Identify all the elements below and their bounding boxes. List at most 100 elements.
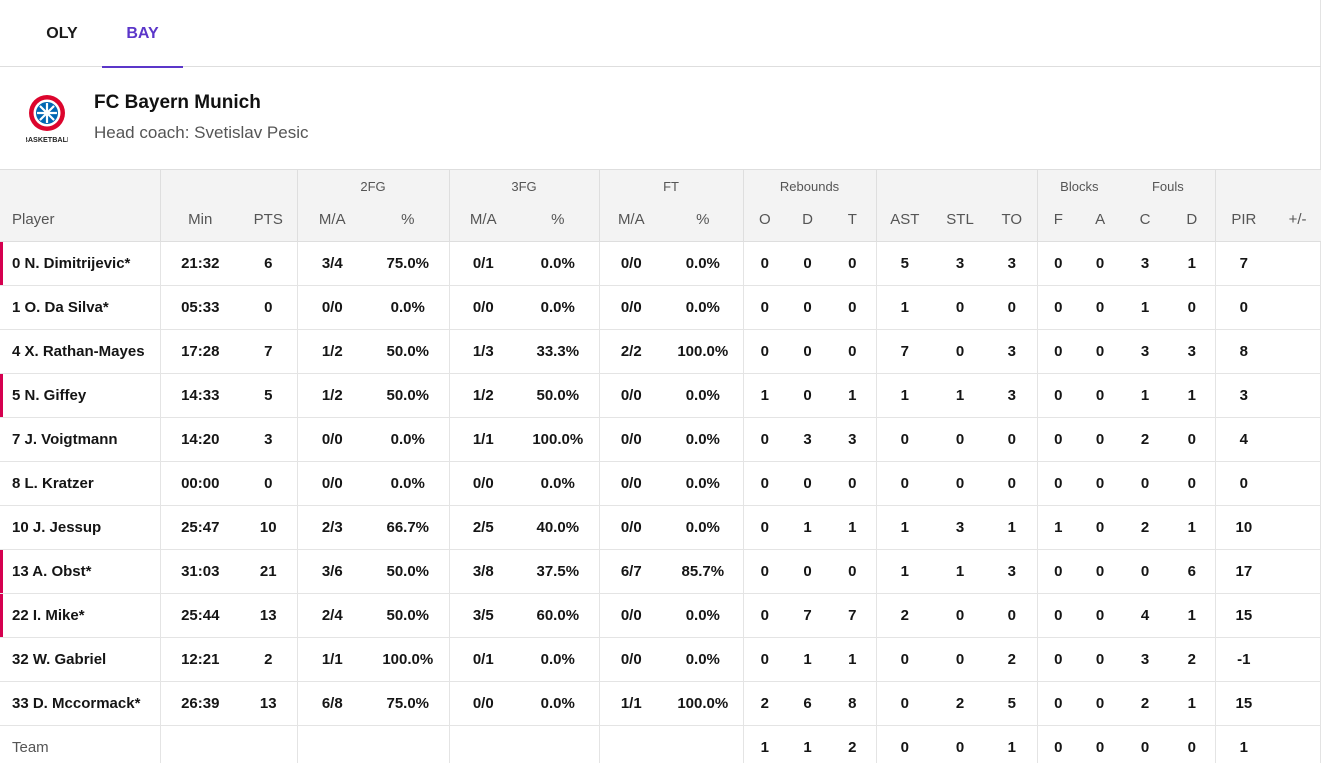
cell-fg2-ma: 0/0	[296, 417, 367, 462]
cell-pir: 3	[1214, 373, 1273, 418]
cell-pts	[240, 725, 297, 763]
cell-reb-o: 0	[742, 417, 787, 462]
col-header-plus-minus[interactable]: +/-	[1272, 198, 1321, 242]
player-name[interactable]: 0 N. Dimitrijevic*	[0, 241, 160, 286]
table-row: 1 O. Da Silva* 05:33 0 0/0 0.0% 0/0 0.0% 0/0 0.0…	[0, 285, 1321, 330]
player-name[interactable]: 22 I. Mike*	[0, 593, 160, 638]
col-header-reb-o[interactable]: O	[742, 198, 787, 242]
player-name[interactable]: 8 L. Kratzer	[0, 461, 160, 506]
col-header-min[interactable]: Min	[159, 198, 240, 242]
player-name[interactable]: 1 O. Da Silva*	[0, 285, 160, 330]
col-header-pir[interactable]: PIR	[1214, 198, 1273, 242]
cell-blk-a: 0	[1079, 505, 1122, 550]
player-name: Team	[0, 725, 160, 763]
cell-fg2-pct: 75.0%	[367, 241, 450, 286]
group-ft: FT	[598, 170, 744, 198]
cell-fg3-pct: 50.0%	[517, 373, 600, 418]
col-header-blk-a[interactable]: A	[1079, 198, 1122, 242]
cell-stl: 0	[933, 725, 988, 763]
player-name[interactable]: 5 N. Giffey	[0, 373, 160, 418]
cell-to: 2	[987, 637, 1038, 682]
cell-fg3-pct: 60.0%	[517, 593, 600, 638]
cell-to: 0	[987, 285, 1038, 330]
cell-fg3-pct: 37.5%	[517, 549, 600, 594]
cell-min: 14:20	[159, 417, 240, 462]
cell-plus-minus	[1272, 637, 1321, 682]
cell-fg3-pct: 0.0%	[517, 241, 600, 286]
cell-fg3-ma: 1/3	[448, 329, 518, 374]
table-row: 32 W. Gabriel 12:21 2 1/1 100.0% 0/1 0.0% 0/0 0.…	[0, 637, 1321, 682]
player-name[interactable]: 33 D. Mccormack*	[0, 681, 160, 726]
table-row: 13 A. Obst* 31:03 21 3/6 50.0% 3/8 37.5% 6/7 85.…	[0, 549, 1321, 594]
cell-reb-d: 0	[786, 373, 830, 418]
col-header-blk-f[interactable]: F	[1036, 198, 1080, 242]
cell-to: 0	[987, 417, 1038, 462]
table-row: 33 D. Mccormack* 26:39 13 6/8 75.0% 0/0 0.0% 1/…	[0, 681, 1321, 726]
cell-pir: 0	[1214, 285, 1273, 330]
cell-pts: 13	[240, 593, 297, 638]
col-header-fg3-pct[interactable]: %	[517, 198, 600, 242]
tab-bay[interactable]: BAY	[102, 0, 183, 68]
team-name: FC Bayern Munich	[94, 92, 261, 113]
cell-ast: 0	[875, 417, 934, 462]
cell-foul-d: 1	[1169, 681, 1216, 726]
cell-pts: 5	[240, 373, 297, 418]
cell-stl: 0	[933, 593, 988, 638]
cell-blk-f: 0	[1036, 725, 1080, 763]
cell-blk-a: 0	[1079, 329, 1122, 374]
cell-min: 12:21	[159, 637, 240, 682]
cell-reb-d: 1	[786, 725, 830, 763]
cell-reb-d: 0	[786, 285, 830, 330]
cell-fg2-pct: 50.0%	[367, 593, 450, 638]
cell-ft-pct: 0.0%	[663, 637, 744, 682]
player-name[interactable]: 4 X. Rathan-Mayes	[0, 329, 160, 374]
cell-fg3-pct: 33.3%	[517, 329, 600, 374]
col-header-reb-d[interactable]: D	[786, 198, 830, 242]
col-header-reb-t[interactable]: T	[829, 198, 877, 242]
cell-ft-ma: 6/7	[598, 549, 664, 594]
cell-reb-d: 0	[786, 461, 830, 506]
col-header-ast[interactable]: AST	[875, 198, 934, 242]
col-header-stl[interactable]: STL	[933, 198, 988, 242]
col-header-ft-pct[interactable]: %	[663, 198, 744, 242]
col-header-fg2-ma[interactable]: M/A	[296, 198, 367, 242]
col-header-ft-ma[interactable]: M/A	[598, 198, 664, 242]
cell-fg3-pct	[517, 725, 600, 763]
cell-foul-d: 1	[1169, 505, 1216, 550]
cell-reb-t: 1	[829, 373, 877, 418]
player-name[interactable]: 32 W. Gabriel	[0, 637, 160, 682]
player-name[interactable]: 13 A. Obst*	[0, 549, 160, 594]
team-header: BASKETBALL FC Bayern Munich Head coach: …	[0, 67, 1321, 170]
group-2fg: 2FG	[296, 170, 450, 198]
table-row: 0 N. Dimitrijevic* 21:32 6 3/4 75.0% 0/1 0.0% 0…	[0, 241, 1321, 286]
cell-reb-t: 0	[829, 329, 877, 374]
cell-foul-d: 3	[1169, 329, 1216, 374]
player-name[interactable]: 10 J. Jessup	[0, 505, 160, 550]
cell-fg3-ma: 0/0	[448, 285, 518, 330]
col-header-pts[interactable]: PTS	[240, 198, 297, 242]
col-header-foul-d[interactable]: D	[1169, 198, 1216, 242]
col-header-to[interactable]: TO	[987, 198, 1038, 242]
col-header-fg3-ma[interactable]: M/A	[448, 198, 518, 242]
cell-fg2-ma: 0/0	[296, 461, 367, 506]
box-score-table: 2FG 3FG FT Rebounds Blocks Fouls Player M…	[0, 170, 1321, 763]
team-totals-row: Team 1 1 2 0 0 1 0 0 0 0 1	[0, 725, 1321, 763]
cell-min: 25:44	[159, 593, 240, 638]
cell-fg2-pct: 0.0%	[367, 461, 450, 506]
cell-ast: 0	[875, 461, 934, 506]
cell-reb-d: 0	[786, 329, 830, 374]
col-header-player[interactable]: Player	[0, 198, 160, 242]
cell-fg3-ma	[448, 725, 518, 763]
cell-reb-t: 0	[829, 461, 877, 506]
svg-text:BASKETBALL: BASKETBALL	[26, 135, 68, 144]
group-empty	[0, 170, 160, 198]
cell-ft-ma: 0/0	[598, 637, 664, 682]
col-header-fg2-pct[interactable]: %	[367, 198, 450, 242]
cell-ft-pct: 0.0%	[663, 461, 744, 506]
cell-foul-c: 2	[1121, 417, 1170, 462]
col-header-foul-c[interactable]: C	[1121, 198, 1170, 242]
cell-foul-c: 2	[1121, 681, 1170, 726]
tab-oly[interactable]: OLY	[46, 24, 78, 42]
player-name[interactable]: 7 J. Voigtmann	[0, 417, 160, 462]
cell-foul-d: 1	[1169, 241, 1216, 286]
